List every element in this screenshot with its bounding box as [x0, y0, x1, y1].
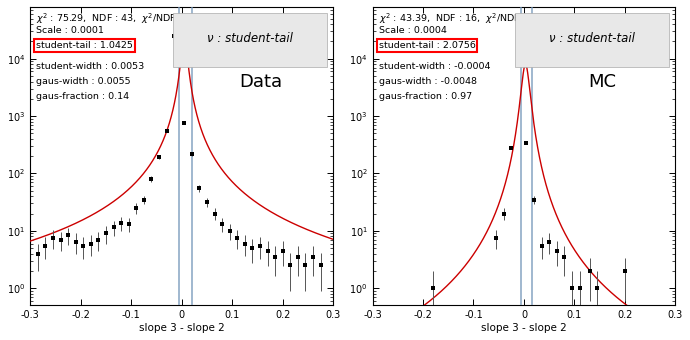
X-axis label: slope 3 - slope 2: slope 3 - slope 2: [481, 323, 567, 333]
Text: student-width : 0.0053: student-width : 0.0053: [37, 62, 145, 71]
Text: $\chi^2$ : 75.29,  NDF : 43,  $\chi^2$/NDF : 1.75: $\chi^2$ : 75.29, NDF : 43, $\chi^2$/NDF…: [37, 12, 206, 26]
X-axis label: slope 3 - slope 2: slope 3 - slope 2: [139, 323, 225, 333]
Text: student-tail : 1.0425: student-tail : 1.0425: [37, 41, 133, 50]
Text: student-tail : 2.0756: student-tail : 2.0756: [379, 41, 475, 50]
FancyBboxPatch shape: [515, 13, 669, 67]
Text: MC: MC: [589, 73, 617, 90]
Text: gaus-fraction : 0.14: gaus-fraction : 0.14: [37, 92, 130, 101]
Text: Scale : 0.0001: Scale : 0.0001: [37, 26, 104, 35]
Text: Scale : 0.0004: Scale : 0.0004: [379, 26, 446, 35]
Text: ν : student-tail: ν : student-tail: [207, 32, 293, 45]
Text: Data: Data: [239, 73, 282, 90]
Text: gaus-width : -0.0048: gaus-width : -0.0048: [379, 77, 477, 86]
Text: $\chi^2$ : 43.39,  NDF : 16,  $\chi^2$/NDF : 2.71: $\chi^2$ : 43.39, NDF : 16, $\chi^2$/NDF…: [379, 12, 549, 26]
Text: gaus-width : 0.0055: gaus-width : 0.0055: [37, 77, 131, 86]
Text: student-width : -0.0004: student-width : -0.0004: [379, 62, 490, 71]
FancyBboxPatch shape: [172, 13, 327, 67]
Text: gaus-fraction : 0.97: gaus-fraction : 0.97: [379, 92, 472, 101]
Text: ν : student-tail: ν : student-tail: [549, 32, 635, 45]
